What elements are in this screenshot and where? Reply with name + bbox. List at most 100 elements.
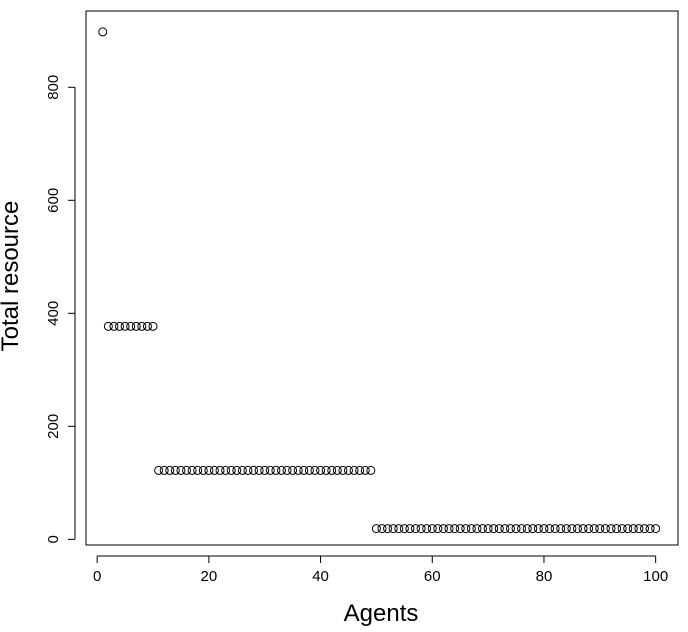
data-point [187,465,197,475]
data-point [589,524,599,534]
data-point [550,524,560,534]
data-point [310,465,320,475]
y-tick-label: 400 [45,301,62,326]
data-point [131,321,141,331]
data-point [578,524,588,534]
data-point [388,524,398,534]
data-point [159,465,169,475]
y-tick-label: 0 [45,535,62,543]
data-point [600,524,610,534]
data-point [265,465,275,475]
x-tick-label: 60 [424,568,441,585]
data-point [288,465,298,475]
data-point [271,465,281,475]
data-point [126,321,136,331]
data-point [355,465,365,475]
y-tick-label: 600 [45,188,62,213]
data-point [321,465,331,475]
data-point [343,465,353,475]
x-tick-label: 80 [536,568,553,585]
data-point [148,321,158,331]
data-point [411,524,421,534]
data-point [338,465,348,475]
data-point [366,465,376,475]
x-axis-title: Agents [344,600,419,627]
data-point [450,524,460,534]
data-point [293,465,303,475]
data-point [634,524,644,534]
data-point [572,524,582,534]
data-point [567,524,577,534]
data-point [489,524,499,534]
data-point [505,524,515,534]
x-tick-label: 0 [93,568,101,585]
x-tick-label: 40 [312,568,329,585]
data-point [154,465,164,475]
data-point [455,524,465,534]
data-point [360,465,370,475]
data-point [617,524,627,534]
data-point [377,524,387,534]
data-point [204,465,214,475]
data-point [170,465,180,475]
data-point [427,524,437,534]
data-point [226,465,236,475]
x-axis: 0 20 40 60 80 100 [93,555,668,585]
data-point [645,524,655,534]
data-point [243,465,253,475]
data-point [304,465,314,475]
y-axis: 0 200 400 600 800 [45,75,76,544]
data-point [394,524,404,534]
data-point [528,524,538,534]
data-point [103,321,113,331]
data-point [444,524,454,534]
data-point [500,524,510,534]
data-point [472,524,482,534]
data-point [623,524,633,534]
data-point [438,524,448,534]
data-point [299,465,309,475]
data-point [115,321,125,331]
data-point [371,524,381,534]
data-point [416,524,426,534]
data-point [209,465,219,475]
data-point [276,465,286,475]
data-point [120,321,130,331]
data-point [561,524,571,534]
data-point [215,465,225,475]
data-point [182,465,192,475]
data-point [494,524,504,534]
data-point [383,524,393,534]
data-point [478,524,488,534]
data-point [399,524,409,534]
data-point [98,27,108,37]
data-point [332,465,342,475]
data-point [176,465,186,475]
data-point [249,465,259,475]
data-point [483,524,493,534]
y-tick-label: 200 [45,414,62,439]
data-point [556,524,566,534]
data-point [522,524,532,534]
data-point [539,524,549,534]
y-axis-title: Total resource [0,201,24,352]
data-point [511,524,521,534]
data-point [533,524,543,534]
plot-area-box [85,10,679,546]
data-point [165,465,175,475]
data-point [433,524,443,534]
data-point [221,465,231,475]
data-point [232,465,242,475]
data-point [466,524,476,534]
data-point [545,524,555,534]
data-point [612,524,622,534]
data-point [260,465,270,475]
data-point [316,465,326,475]
x-tick-label: 100 [643,568,668,585]
data-point [517,524,527,534]
data-point [109,321,119,331]
data-point [595,524,605,534]
data-point [349,465,359,475]
data-point [606,524,616,534]
